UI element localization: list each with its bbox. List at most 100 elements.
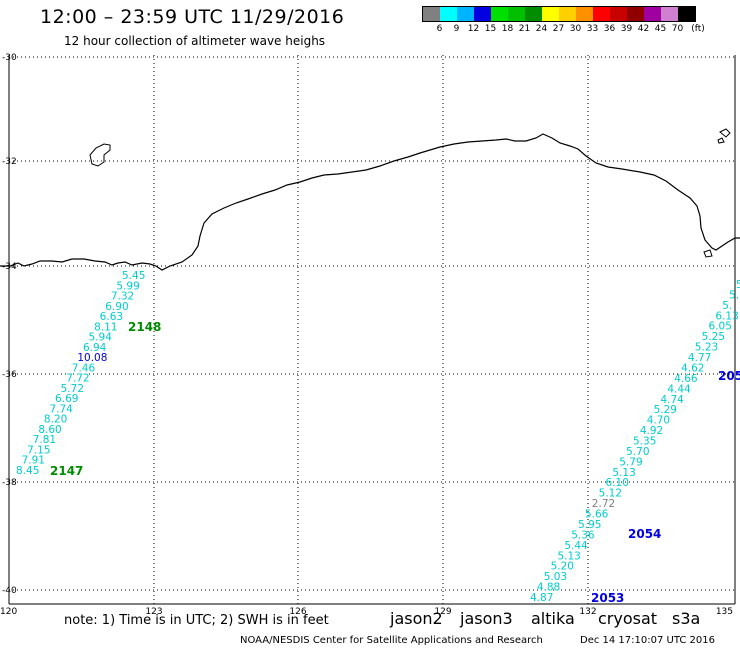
legend-label: 30: [569, 24, 582, 34]
color-legend: 6 9 12 15 18 21 24 27 30 33 36 39 42 45 70 (ft): [422, 6, 705, 36]
swh-value: 5.95: [578, 519, 601, 531]
swh-value: 6.90: [105, 301, 128, 313]
swh-value: 4.87: [530, 592, 553, 604]
axis-tick-label: -30: [2, 53, 17, 63]
swh-value: 8.45: [16, 465, 39, 477]
legend-swatch: [491, 7, 508, 21]
legend-label: 12: [467, 24, 480, 34]
swh-value: 5.36: [571, 529, 595, 541]
swh-value: 5.: [729, 289, 739, 301]
swh-value: 4.77: [688, 352, 711, 364]
swh-value: 6.10: [606, 477, 629, 489]
sat-s3a: s3a: [672, 609, 701, 628]
sat-jason2: jason2: [390, 609, 443, 628]
legend-label: 21: [518, 24, 531, 34]
swh-value: 7.32: [111, 291, 134, 303]
pass-label: 205: [718, 369, 740, 383]
timestamp-text: Dec 14 17:10:07 UTC 2016: [580, 635, 715, 646]
legend-label: 6: [436, 24, 443, 34]
legend-label: 70: [671, 24, 684, 34]
swh-value: 5.29: [654, 404, 677, 416]
legend-label: 9: [453, 24, 460, 34]
legend-label: 33: [586, 24, 599, 34]
sat-altika: altika: [531, 609, 575, 628]
pass-label: 2148: [128, 320, 161, 334]
legend-swatch: [559, 7, 576, 21]
axis-tick-label: 120: [0, 607, 17, 617]
swh-value: 10.08: [77, 352, 107, 364]
legend-swatch: [542, 7, 559, 21]
footer-note: note: 1) Time is in UTC; 2) SWH is in fe…: [64, 613, 329, 628]
pass-label: 2053: [591, 591, 624, 605]
legend-label: 18: [501, 24, 514, 34]
swh-value: 8.11: [94, 321, 117, 333]
legend-swatch: [525, 7, 542, 21]
swh-value: 5.23: [695, 342, 718, 354]
axis-tick-label: 135: [716, 607, 733, 617]
map-title: 12:00 – 23:59 UTC 11/29/2016: [40, 6, 345, 28]
swh-value: 7.74: [49, 403, 73, 415]
swh-value: 5.70: [626, 446, 649, 458]
swh-value: 6.94: [83, 342, 107, 354]
swh-value: 5.66: [585, 509, 609, 521]
axis-tick-label: 126: [289, 607, 306, 617]
swh-value: 4.88: [537, 582, 560, 594]
swh-value: 5.94: [89, 332, 113, 344]
axis-tick-label: -32: [2, 157, 17, 167]
swh-value: 6.05: [709, 321, 732, 333]
swh-value: 5.35: [633, 436, 656, 448]
swh-value: 4.66: [674, 373, 698, 385]
legend-label: 42: [637, 24, 650, 34]
legend-swatch: [627, 7, 644, 21]
axis-tick-label: 123: [145, 607, 162, 617]
swh-value: 5.79: [619, 456, 642, 468]
axis-tick-label: 129: [434, 607, 451, 617]
legend-swatch: [678, 7, 695, 21]
sat-cryosat: cryosat: [598, 609, 658, 628]
sat-jason3: jason3: [460, 609, 513, 628]
legend-label: 27: [552, 24, 565, 34]
swh-value: 4.70: [647, 415, 670, 427]
swh-value: 5.13: [557, 550, 580, 562]
swh-value: 2.72: [592, 498, 615, 510]
credit-text: NOAA/NESDIS Center for Satellite Applica…: [240, 635, 543, 646]
swh-value: 5.: [722, 300, 732, 312]
legend-swatch: [440, 7, 457, 21]
legend-swatch: [661, 7, 678, 21]
swh-value: 7.91: [22, 455, 45, 467]
swh-value: 4.92: [640, 425, 663, 437]
swh-value: 6.63: [100, 311, 123, 323]
legend-swatch: [610, 7, 627, 21]
swh-value: 6.69: [55, 393, 78, 405]
swh-value: 7.81: [33, 434, 56, 446]
legend-swatch: [474, 7, 491, 21]
legend-swatch: [423, 7, 440, 21]
swh-value: 8.60: [38, 424, 61, 436]
legend-label: 45: [654, 24, 667, 34]
legend-label: 39: [620, 24, 633, 34]
swh-value: 4.62: [681, 362, 704, 374]
swh-value: 6.13: [715, 310, 738, 322]
map-subtitle: 12 hour collection of altimeter wave hei…: [64, 34, 326, 48]
legend-swatch: [576, 7, 593, 21]
legend-label: 15: [484, 24, 497, 34]
swh-value: 5.44: [564, 540, 588, 552]
swh-value: 5.03: [544, 571, 567, 583]
swh-value: 5.20: [551, 561, 574, 573]
axis-tick-label: -36: [2, 370, 17, 380]
pass-label: 2054: [628, 527, 661, 541]
legend-swatch: [593, 7, 610, 21]
axis-tick-label: -34: [2, 262, 17, 272]
swh-value: 7.15: [27, 444, 50, 456]
swh-value: 5.45: [122, 270, 145, 282]
swh-value: 4.44: [667, 383, 691, 395]
legend-unit: (ft): [691, 24, 705, 34]
swh-value: 5.99: [116, 280, 139, 292]
swh-value: 4.74: [660, 394, 684, 406]
legend-label: 36: [603, 24, 616, 34]
coastline: [0, 128, 740, 271]
axis-tick-label: -38: [2, 478, 17, 488]
swh-value: 5.12: [599, 488, 622, 500]
legend-labels: 6 9 12 15 18 21 24 27 30 33 36 39 42 45 70 (ft): [422, 22, 705, 36]
